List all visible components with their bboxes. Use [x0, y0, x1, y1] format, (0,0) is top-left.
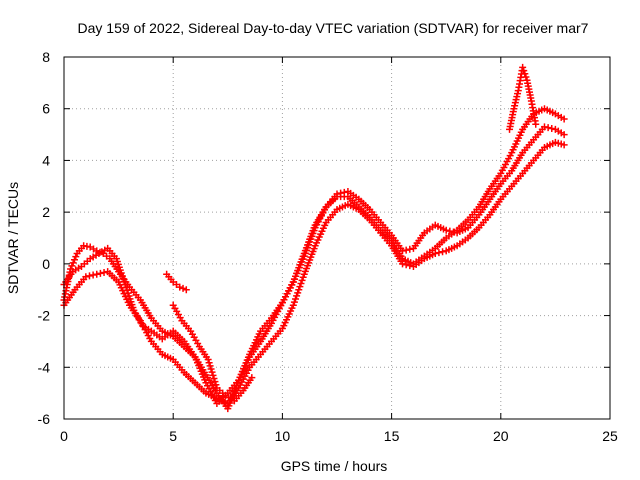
data-point: [289, 301, 297, 309]
chart-title: Day 159 of 2022, Sidereal Day-to-day VTE…: [78, 20, 589, 36]
data-point-fill: [208, 368, 216, 376]
data-point: [399, 247, 407, 255]
data-point-fill: [96, 269, 104, 277]
data-point-fill: [522, 73, 530, 81]
x-tick-label: 5: [169, 428, 177, 444]
x-axis-label: GPS time / hours: [281, 458, 388, 474]
data-point: [442, 226, 450, 234]
data-point-fill: [449, 228, 457, 236]
grid-lines: [64, 57, 610, 419]
y-tick-label: -4: [38, 359, 51, 375]
data-point: [82, 273, 90, 281]
plot-frame: [63, 56, 611, 420]
data-point-fill: [298, 276, 306, 284]
x-tick-label: 15: [384, 428, 400, 444]
series-track-e: [169, 301, 256, 405]
data-point-fill: [435, 249, 443, 257]
data-point: [204, 356, 212, 364]
y-tick-label: 8: [42, 49, 50, 65]
series-track-a: [60, 105, 568, 407]
data-point-fill: [205, 359, 213, 367]
series-track-c: [60, 138, 568, 407]
data-point-fill: [209, 371, 217, 379]
data-point-fill: [100, 268, 108, 276]
data-point-fill: [548, 125, 556, 133]
y-tick-label: 6: [42, 101, 50, 117]
x-tick-label: 25: [602, 428, 618, 444]
data-point: [182, 286, 190, 294]
data-point: [431, 250, 439, 258]
x-tick-label: 20: [493, 428, 509, 444]
data-point-fill: [69, 259, 77, 267]
y-axis-label: SDTVAR / TECUs: [5, 182, 21, 294]
data-point: [560, 115, 568, 123]
data-point-fill: [520, 67, 528, 75]
y-tick-label: -6: [38, 411, 51, 427]
y-tick-label: 2: [42, 204, 50, 220]
data-point-fill: [295, 286, 303, 294]
data-point-fill: [446, 227, 454, 235]
data-point-fill: [70, 256, 78, 264]
axis-ticks: 0 5 10 15 20 25 -6 -4 -2 0 2 4 6 8: [38, 49, 618, 444]
data-point-fill: [521, 70, 529, 78]
data-points: [60, 63, 568, 413]
data-point-fill: [292, 295, 300, 303]
y-tick-label: 4: [42, 152, 50, 168]
data-point-fill: [439, 248, 447, 256]
data-point-fill: [402, 246, 410, 254]
data-point: [540, 123, 548, 131]
data-point-fill: [68, 262, 76, 270]
data-point-fill: [72, 253, 80, 261]
series-track-f: [506, 63, 540, 133]
data-point-fill: [296, 283, 304, 291]
data-point-fill: [89, 271, 97, 279]
data-point-fill: [337, 189, 345, 197]
data-point-fill: [402, 261, 410, 269]
data-point-fill: [406, 245, 414, 253]
data-point-fill: [297, 280, 305, 288]
y-tick-label: -2: [38, 308, 51, 324]
data-point: [333, 190, 341, 198]
data-point-fill: [293, 292, 301, 300]
series-track-d: [163, 270, 190, 294]
data-point: [560, 141, 568, 149]
data-point: [176, 283, 184, 291]
data-point: [532, 120, 540, 128]
data-point: [560, 131, 568, 139]
data-point-fill: [406, 262, 414, 270]
y-tick-label: 0: [42, 256, 50, 272]
data-point: [93, 270, 101, 278]
data-point-fill: [544, 124, 552, 132]
data-point-fill: [210, 374, 218, 382]
data-point: [248, 374, 256, 382]
data-point: [399, 260, 407, 268]
data-point-fill: [290, 298, 298, 306]
series-track-b: [60, 123, 568, 413]
data-point-fill: [340, 188, 348, 196]
data-point-fill: [85, 272, 93, 280]
data-point-fill: [179, 284, 187, 292]
data-point-fill: [299, 273, 307, 281]
data-point-fill: [207, 365, 215, 373]
data-point-fill: [211, 378, 219, 386]
x-tick-label: 10: [275, 428, 291, 444]
data-point-fill: [294, 289, 302, 297]
data-point-fill: [206, 362, 214, 370]
data-point-fill: [212, 381, 220, 389]
data-point: [519, 63, 527, 71]
x-tick-label: 0: [60, 428, 68, 444]
